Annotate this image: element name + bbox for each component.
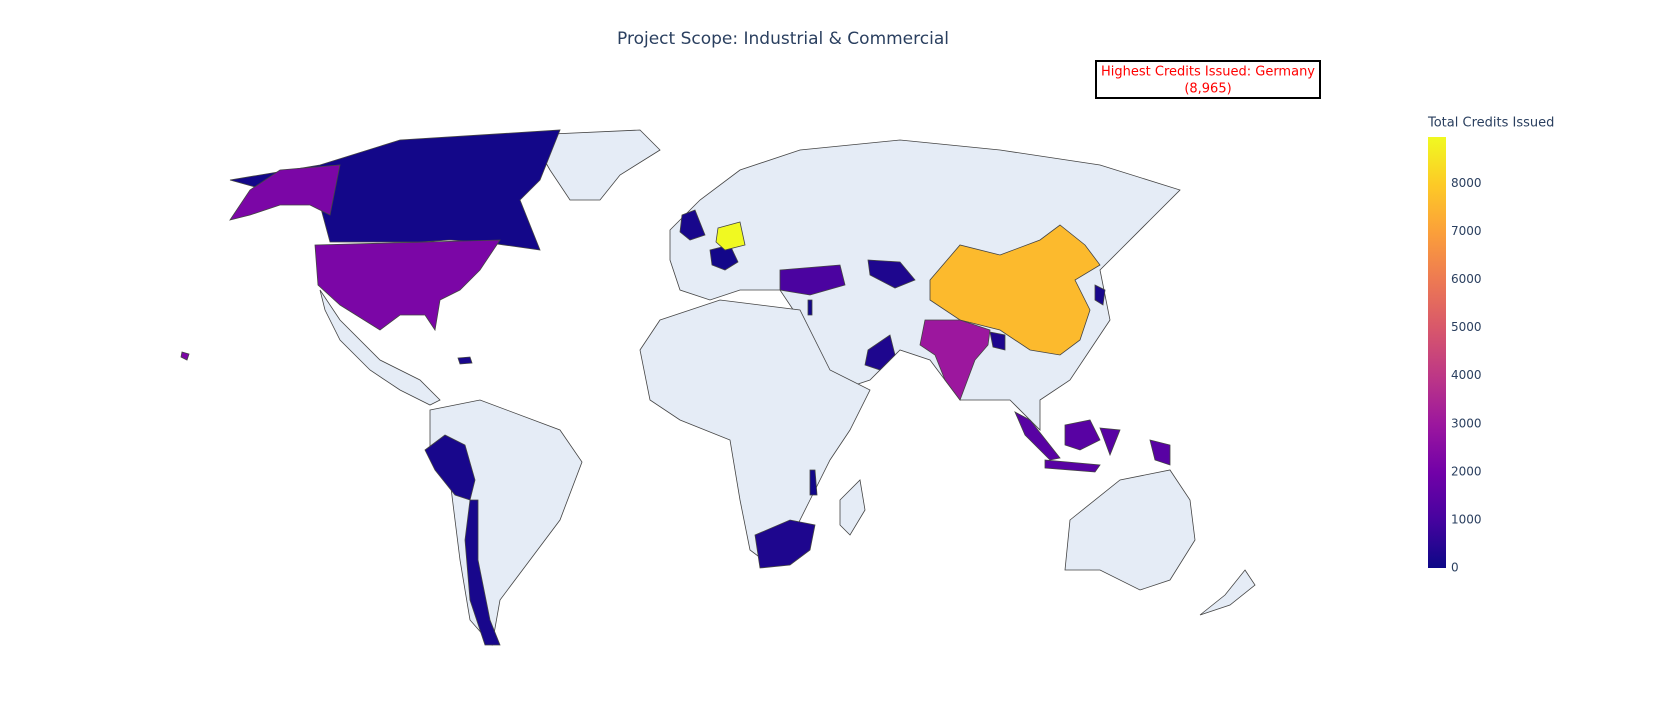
south-america [429,399,583,646]
colorbar-tick-label: 5000 [1451,320,1482,334]
country [867,259,916,289]
central-america [319,289,441,406]
eurasia [669,139,1181,431]
colorbar-tick-label: 2000 [1451,464,1482,478]
country [424,434,476,501]
colorbar-tick-label: 0 [1451,561,1459,575]
annotation-box [1095,60,1321,99]
country [864,334,896,371]
country [1014,411,1171,473]
colorbar-tick-label: 3000 [1451,416,1482,430]
country [919,319,991,401]
annotation: (8,965) [1184,82,1231,97]
country [679,209,706,241]
colorbar-tick-label: 1000 [1451,512,1482,526]
country [754,519,816,569]
country [457,356,473,365]
country [809,469,818,496]
country [715,221,746,251]
new-zealand [1199,569,1256,616]
colorbar-tick-label: 6000 [1451,272,1482,286]
annotation: Highest Credits Issued: Germany [1101,65,1315,80]
country [464,499,501,646]
colorbar [1428,137,1446,568]
country [229,129,561,251]
colorbar-title: Total Credits Issued [1427,116,1554,131]
colorbar-tick-label: 8000 [1451,176,1482,190]
australia [1064,469,1196,591]
colorbar-tick-label: 7000 [1451,224,1482,238]
country [180,164,501,361]
chart-title: Project Scope: Industrial & Commercial [617,29,949,49]
colorbar-tick-label: 4000 [1451,368,1482,382]
country [929,224,1101,356]
madagascar [839,479,866,536]
country [779,264,846,296]
greenland [529,129,661,201]
country [1094,284,1106,306]
country [807,299,813,316]
country [989,331,1006,351]
